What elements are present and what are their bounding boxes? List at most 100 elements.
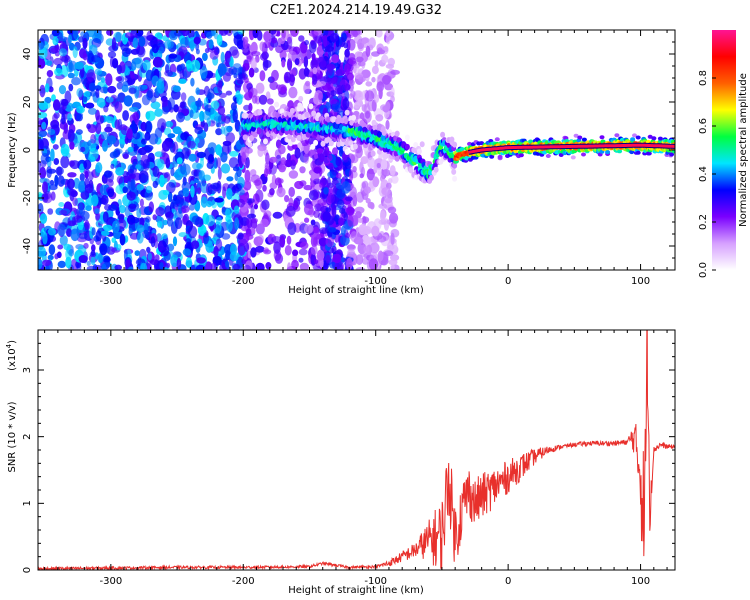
spectrogram-speckle bbox=[152, 180, 158, 189]
spectrogram-speckle bbox=[88, 171, 94, 181]
spectrogram-speckle bbox=[164, 70, 174, 77]
spectrogram-speckle bbox=[38, 101, 48, 111]
spectrogram-speckle bbox=[389, 165, 396, 176]
spectrogram-speckle bbox=[226, 176, 234, 182]
spectrogram-speckle bbox=[104, 126, 113, 133]
spectrogram-speckle bbox=[38, 246, 46, 258]
spectrogram-speckle bbox=[38, 203, 44, 215]
spectrogram-ridge-mark bbox=[451, 168, 457, 175]
spectrogram-speckle bbox=[299, 262, 310, 270]
spectrogram-speckle bbox=[298, 248, 308, 256]
spectrogram-speckle bbox=[46, 60, 53, 66]
spectrogram-ridge-mark bbox=[344, 140, 350, 147]
spectrogram-speckle bbox=[206, 200, 213, 208]
spectrogram-speckle bbox=[244, 178, 252, 185]
spectrogram-speckle bbox=[361, 69, 371, 79]
spectrogram-speckle bbox=[279, 235, 286, 248]
spectrogram-speckle bbox=[275, 45, 284, 54]
spectrogram-speckle bbox=[377, 47, 383, 54]
spectrogram-speckle bbox=[140, 262, 148, 270]
spectrogram-speckle bbox=[271, 174, 277, 187]
spectrogram-speckle bbox=[344, 232, 350, 239]
spectrogram-ridge-mark bbox=[336, 117, 342, 124]
spectrogram-speckle bbox=[241, 66, 247, 79]
spectrogram-ridge-core bbox=[468, 143, 675, 154]
spectrogram-speckle bbox=[56, 166, 63, 177]
spectrogram-speckle bbox=[42, 259, 52, 266]
spectrogram-speckle bbox=[330, 78, 337, 85]
spectrogram-speckle bbox=[314, 153, 318, 160]
spectrogram-speckle bbox=[38, 111, 48, 119]
spectrogram-speckle bbox=[289, 74, 296, 83]
spectrogram-ridge-mark bbox=[614, 133, 620, 138]
spectrogram-speckle bbox=[339, 36, 345, 48]
spectrogram-speckle bbox=[271, 236, 282, 244]
y-tick-label: 2 bbox=[22, 433, 33, 439]
spectrogram-speckle bbox=[381, 187, 391, 196]
spectrogram-speckle bbox=[346, 257, 353, 270]
spectrogram-speckle bbox=[127, 77, 133, 86]
spectrogram-speckle bbox=[225, 208, 231, 218]
spectrogram-speckle bbox=[167, 97, 176, 110]
spectrogram-speckle bbox=[117, 92, 126, 103]
spectrogram-speckle bbox=[380, 159, 388, 171]
spectrogram-speckle bbox=[348, 38, 356, 51]
spectrogram-speckle bbox=[241, 151, 247, 165]
spectrogram-speckle bbox=[341, 181, 351, 194]
spectrogram-speckle bbox=[376, 235, 387, 243]
spectrogram-speckle bbox=[284, 71, 292, 84]
spectrogram-speckle bbox=[382, 74, 391, 85]
spectrogram-speckle bbox=[165, 157, 171, 169]
spectrogram-speckle bbox=[42, 232, 48, 245]
spectrogram-speckle bbox=[38, 59, 46, 69]
spectrogram-speckle bbox=[173, 30, 184, 37]
spectrogram-speckle bbox=[250, 247, 257, 258]
spectrogram-speckle bbox=[319, 227, 329, 234]
spectrogram-speckle bbox=[260, 218, 269, 228]
spectrogram-speckle bbox=[67, 129, 75, 143]
colorbar-tick-label: 0.8 bbox=[698, 70, 709, 86]
spectrogram-speckle bbox=[105, 115, 111, 122]
spectrogram-speckle bbox=[90, 256, 96, 266]
spectrogram-speckle bbox=[191, 240, 200, 250]
spectrogram-speckle bbox=[38, 257, 43, 270]
spectrogram-speckle bbox=[217, 167, 222, 180]
spectrogram-speckle bbox=[197, 187, 202, 194]
spectrogram-speckle bbox=[325, 236, 335, 248]
spectrogram-speckle bbox=[167, 191, 173, 203]
spectrogram-speckle bbox=[205, 214, 216, 227]
spectrogram-speckle bbox=[86, 123, 91, 130]
spectrogram-speckle bbox=[161, 147, 166, 158]
spectrogram-ridge-mark bbox=[449, 136, 455, 143]
spectrogram-speckle bbox=[106, 30, 114, 36]
spectrogram-speckle bbox=[339, 208, 346, 214]
spectrogram-speckle bbox=[248, 91, 253, 99]
spectrogram-speckle bbox=[178, 232, 188, 238]
spectrogram-speckle bbox=[246, 217, 253, 229]
spectrogram-speckle bbox=[304, 224, 314, 234]
spectrogram-speckle bbox=[343, 63, 350, 77]
spectrogram-ridge-mark bbox=[459, 147, 465, 151]
spectrogram-speckle bbox=[375, 114, 384, 122]
spectrogram-speckle bbox=[128, 87, 137, 95]
spectrogram-speckle bbox=[122, 153, 129, 160]
spectrogram-speckle bbox=[299, 180, 307, 187]
spectrogram-speckle bbox=[284, 245, 292, 256]
spectrogram-speckle bbox=[68, 249, 75, 257]
spectrogram-speckle bbox=[220, 163, 231, 174]
spectrogram-speckle bbox=[132, 37, 138, 49]
spectrogram-ridge-mark bbox=[334, 123, 340, 129]
spectrogram-speckle bbox=[359, 173, 364, 179]
spectrogram-speckle bbox=[310, 171, 320, 181]
spectrogram-speckle bbox=[127, 146, 134, 153]
spectrogram-speckle bbox=[303, 153, 310, 164]
spectrogram-speckle bbox=[176, 65, 183, 72]
spectrogram-speckle bbox=[89, 82, 96, 92]
spectrogram-speckle bbox=[95, 211, 101, 221]
spectrogram-speckle bbox=[234, 217, 240, 231]
spectrogram-speckle bbox=[381, 169, 391, 177]
spectrogram-speckle bbox=[242, 264, 252, 270]
spectrogram-speckle bbox=[195, 100, 204, 107]
spectrogram-speckle bbox=[157, 220, 163, 228]
spectrogram-speckle bbox=[364, 90, 375, 102]
